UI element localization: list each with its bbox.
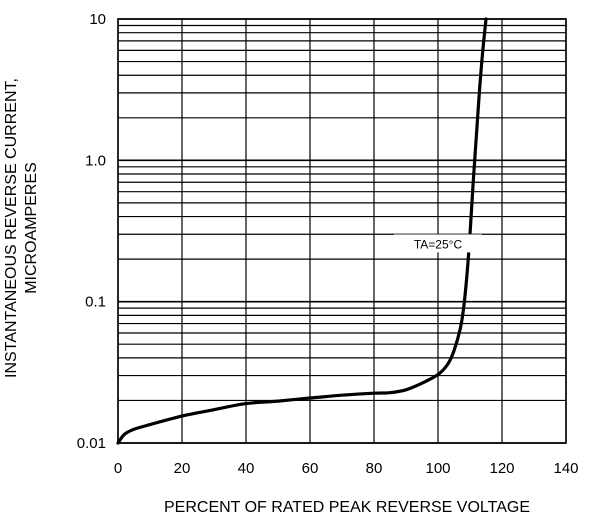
grid-lines <box>117 18 567 444</box>
x-tick-label: 40 <box>238 460 255 477</box>
x-tick-label: 20 <box>174 460 191 477</box>
x-tick-label: 140 <box>553 460 578 477</box>
y-axis-label-line2: MICROAMPERES <box>23 162 40 294</box>
x-tick-label: 100 <box>425 460 450 477</box>
y-tick-label: 10 <box>89 11 106 28</box>
plot-frame <box>117 18 567 444</box>
y-tick-label: 0.1 <box>85 294 106 311</box>
y-axis-ticks: 0.01 0.1 1.0 10 <box>77 11 106 452</box>
x-tick-label: 120 <box>489 460 514 477</box>
annotation-layer: TA=25°C <box>394 234 482 253</box>
y-axis-label-line1: INSTANTANEOUS REVERSE CURRENT, <box>3 78 20 378</box>
y-tick-label: 1.0 <box>85 152 106 169</box>
series-line <box>116 17 488 445</box>
x-axis-ticks: 0 20 40 60 80 100 120 140 <box>114 460 579 477</box>
annotation-background <box>394 234 482 253</box>
y-tick-label: 0.01 <box>77 435 106 452</box>
x-axis-label: PERCENT OF RATED PEAK REVERSE VOLTAGE <box>164 499 530 516</box>
series-layer <box>116 17 488 445</box>
x-tick-label: 80 <box>366 460 383 477</box>
x-tick-label: 60 <box>302 460 319 477</box>
temperature-annotation: TA=25°C <box>414 237 463 251</box>
x-tick-label: 0 <box>114 460 122 477</box>
